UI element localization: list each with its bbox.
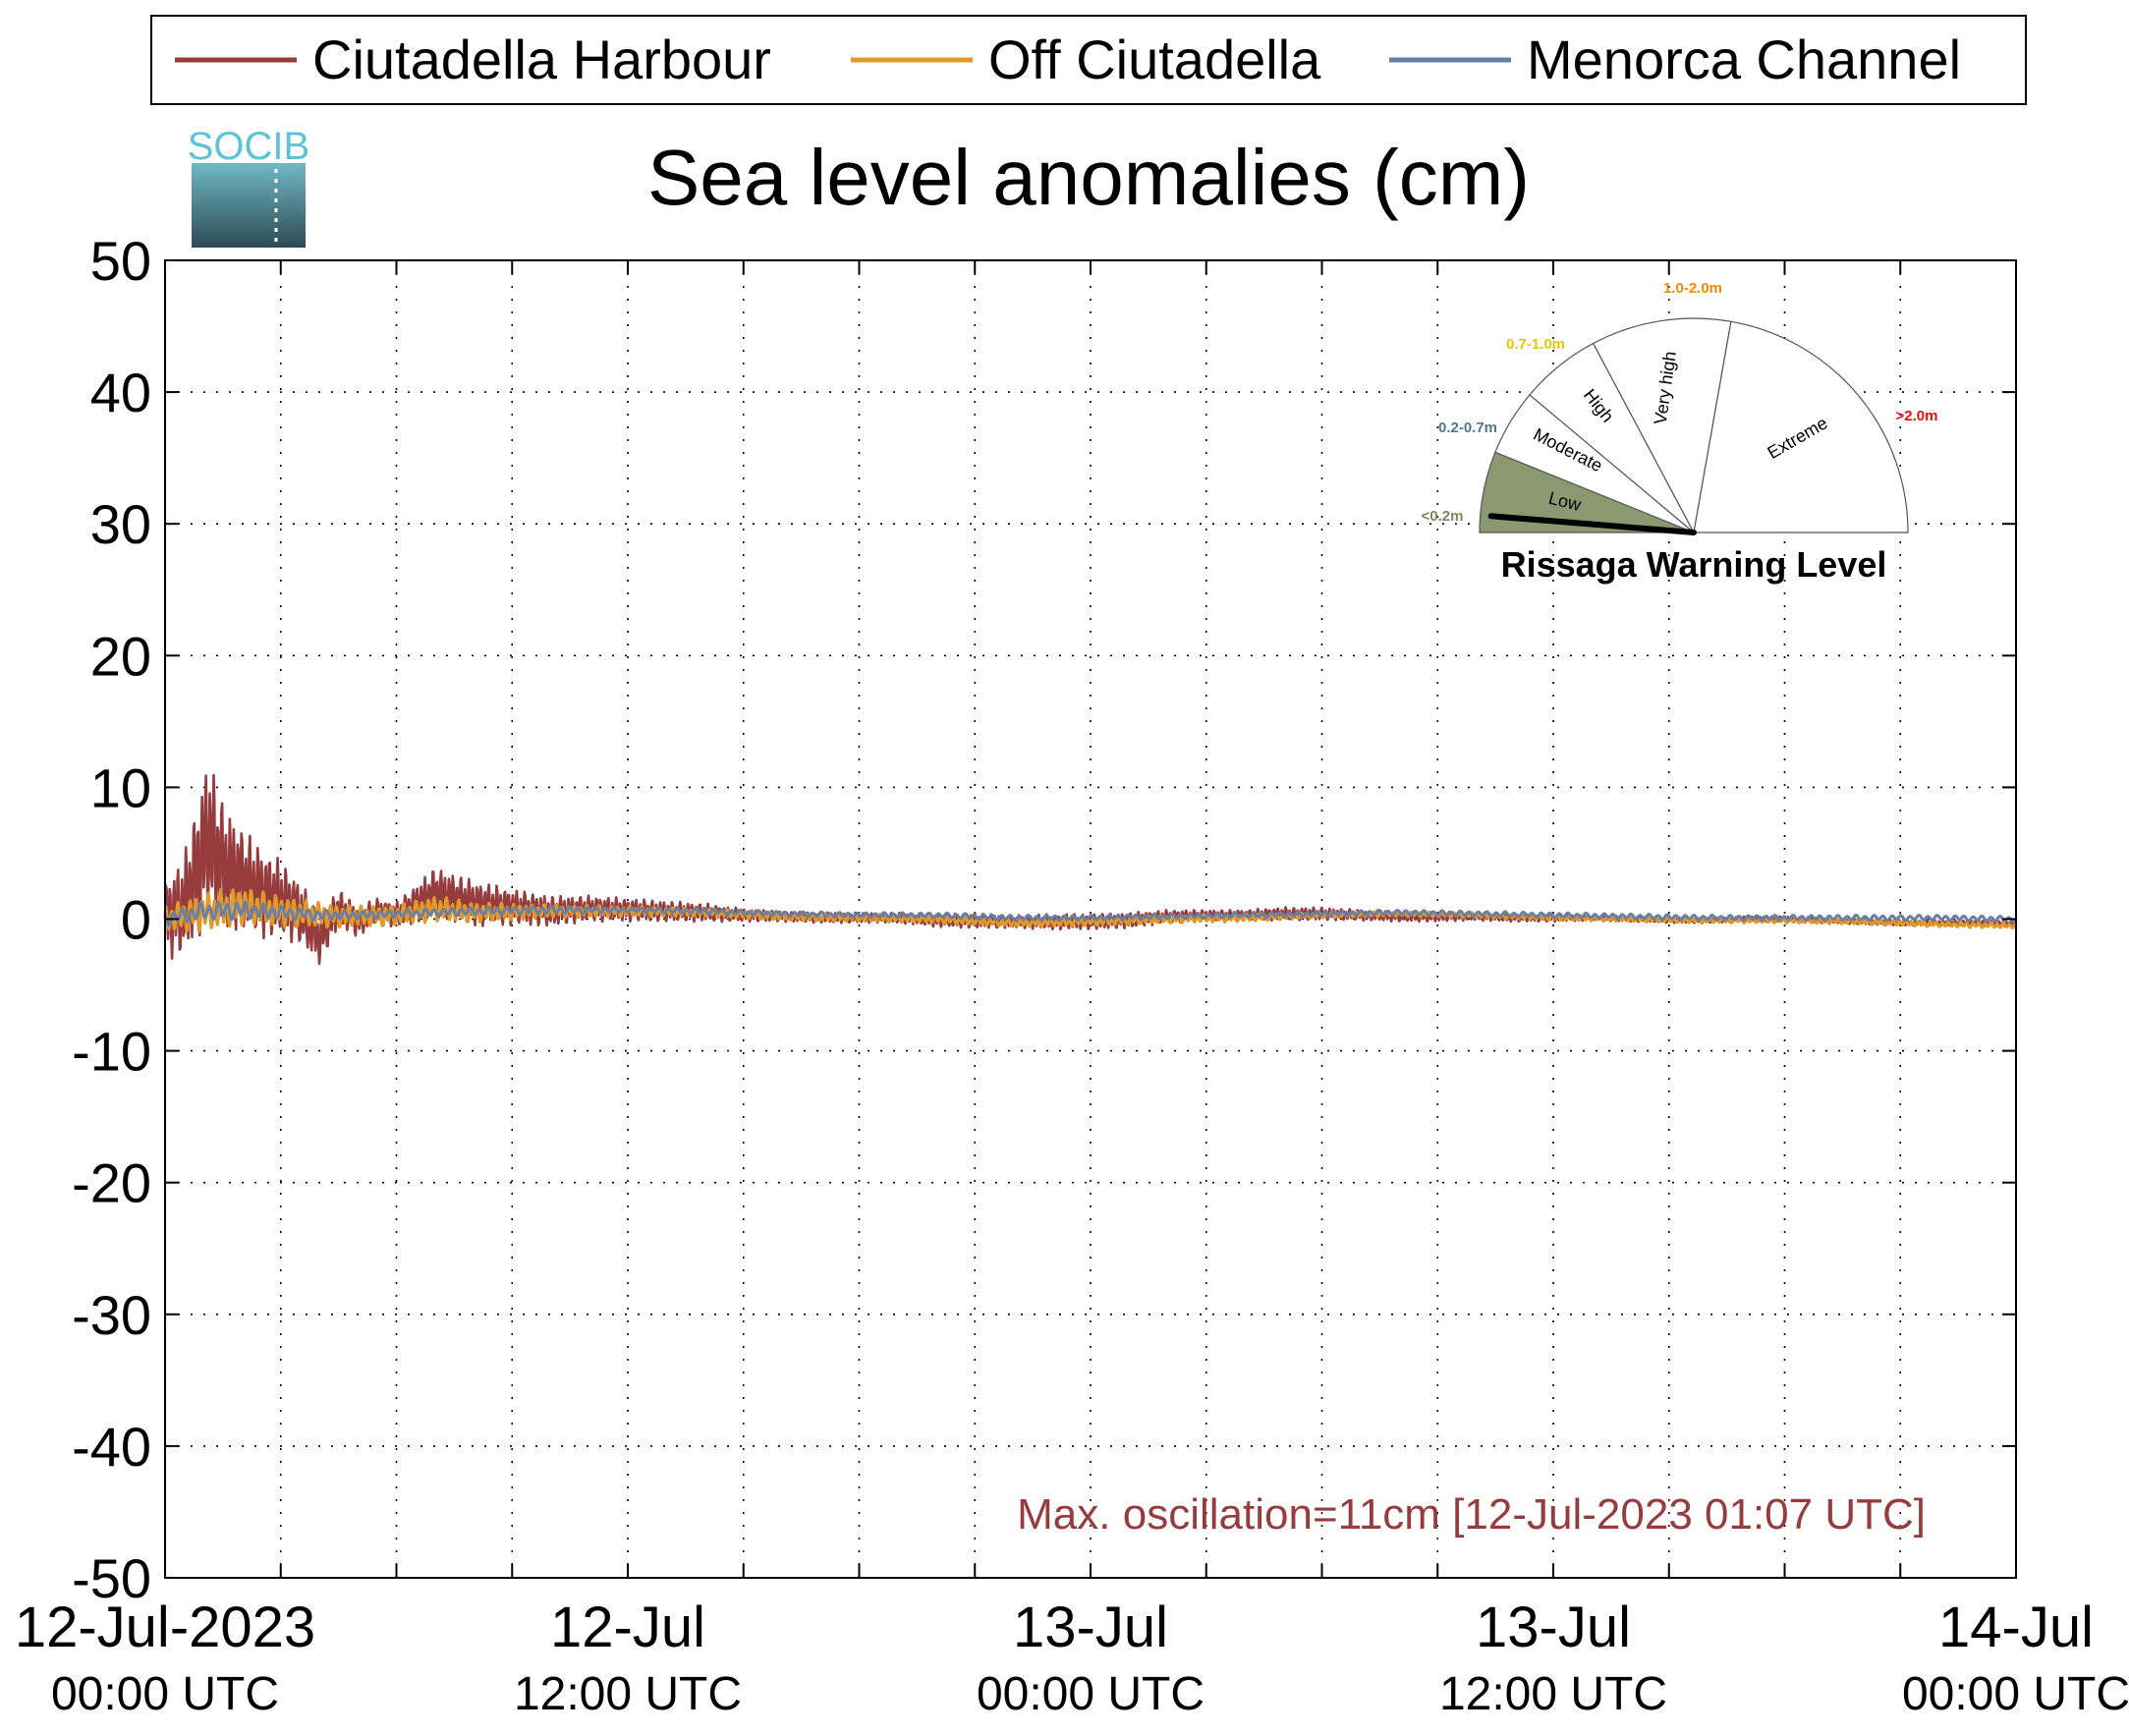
gauge-range-very-high: 1.0-2.0m	[1663, 280, 1722, 297]
gauge-range-high: 0.7-1.0m	[1506, 336, 1565, 353]
y-tick-label: 40	[90, 362, 151, 423]
gauge-range-low: <0.2m	[1422, 508, 1464, 525]
series-group	[163, 773, 2018, 966]
legend: Ciutadella Harbour Off Ciutadella Menorc…	[150, 15, 2027, 105]
gauge-range-extreme: >2.0m	[1896, 408, 1938, 424]
chart-title: Sea level anomalies (cm)	[647, 134, 1530, 221]
legend-label-off-ciutadella: Off Ciutadella	[988, 28, 1321, 90]
logo-text: SOCIB	[188, 125, 309, 168]
y-tick-label: 20	[90, 625, 151, 687]
x-tick-label-time: 00:00 UTC	[51, 1668, 279, 1720]
y-tick-label: 0	[121, 889, 151, 951]
x-tick-label-time: 00:00 UTC	[1902, 1668, 2129, 1720]
series-line-off-ciutadella	[163, 888, 2017, 933]
y-axis: 50 40 30 20 10 0 -10 -20 -30 -40 -50	[72, 230, 2016, 1609]
socib-logo: SOCIB	[188, 125, 309, 248]
gauge-sector-very-high	[1592, 317, 1732, 534]
x-tick-label-time: 00:00 UTC	[977, 1668, 1205, 1720]
legend-frame	[150, 15, 2027, 105]
gauge-needle	[1487, 513, 1697, 535]
x-tick-label-time: 12:00 UTC	[514, 1668, 742, 1720]
y-tick-label: -40	[72, 1416, 151, 1478]
gauge-range-moderate: 0.2-0.7m	[1438, 420, 1497, 436]
y-tick-label: 30	[90, 493, 151, 555]
x-axis: 12-Jul-2023 00:00 UTC 12-Jul 12:00 UTC 13-Ju…	[15, 260, 2129, 1720]
x-tick-label-date: 13-Jul	[1013, 1596, 1168, 1659]
gauge-sector-extreme	[1693, 320, 1909, 533]
y-tick-label: 50	[90, 230, 151, 292]
x-tick-label-time: 12:00 UTC	[1439, 1668, 1667, 1720]
gauge-title: Rissaga Warning Level	[1501, 544, 1887, 585]
y-tick-label: -10	[72, 1021, 151, 1083]
y-tick-label: 10	[90, 756, 151, 818]
legend-label-ciutadella-harbour: Ciutadella Harbour	[312, 28, 771, 90]
x-tick-label-date: 14-Jul	[1938, 1596, 2094, 1659]
y-tick-label: -50	[72, 1547, 151, 1609]
y-tick-label: -30	[72, 1284, 151, 1346]
legend-label-menorca-channel: Menorca Channel	[1527, 28, 1961, 90]
x-tick-label-date: 13-Jul	[1476, 1596, 1631, 1659]
y-tick-label: -20	[72, 1152, 151, 1214]
x-tick-label-date: 12-Jul	[550, 1596, 705, 1659]
x-tick-label-date: 12-Jul-2023	[15, 1596, 315, 1659]
max-oscillation-annotation: Max. oscillation=11cm [12-Jul-2023 01:07…	[1017, 1490, 1926, 1539]
logo-water-block	[192, 163, 306, 248]
series-line-menorca-channel	[163, 900, 2018, 927]
